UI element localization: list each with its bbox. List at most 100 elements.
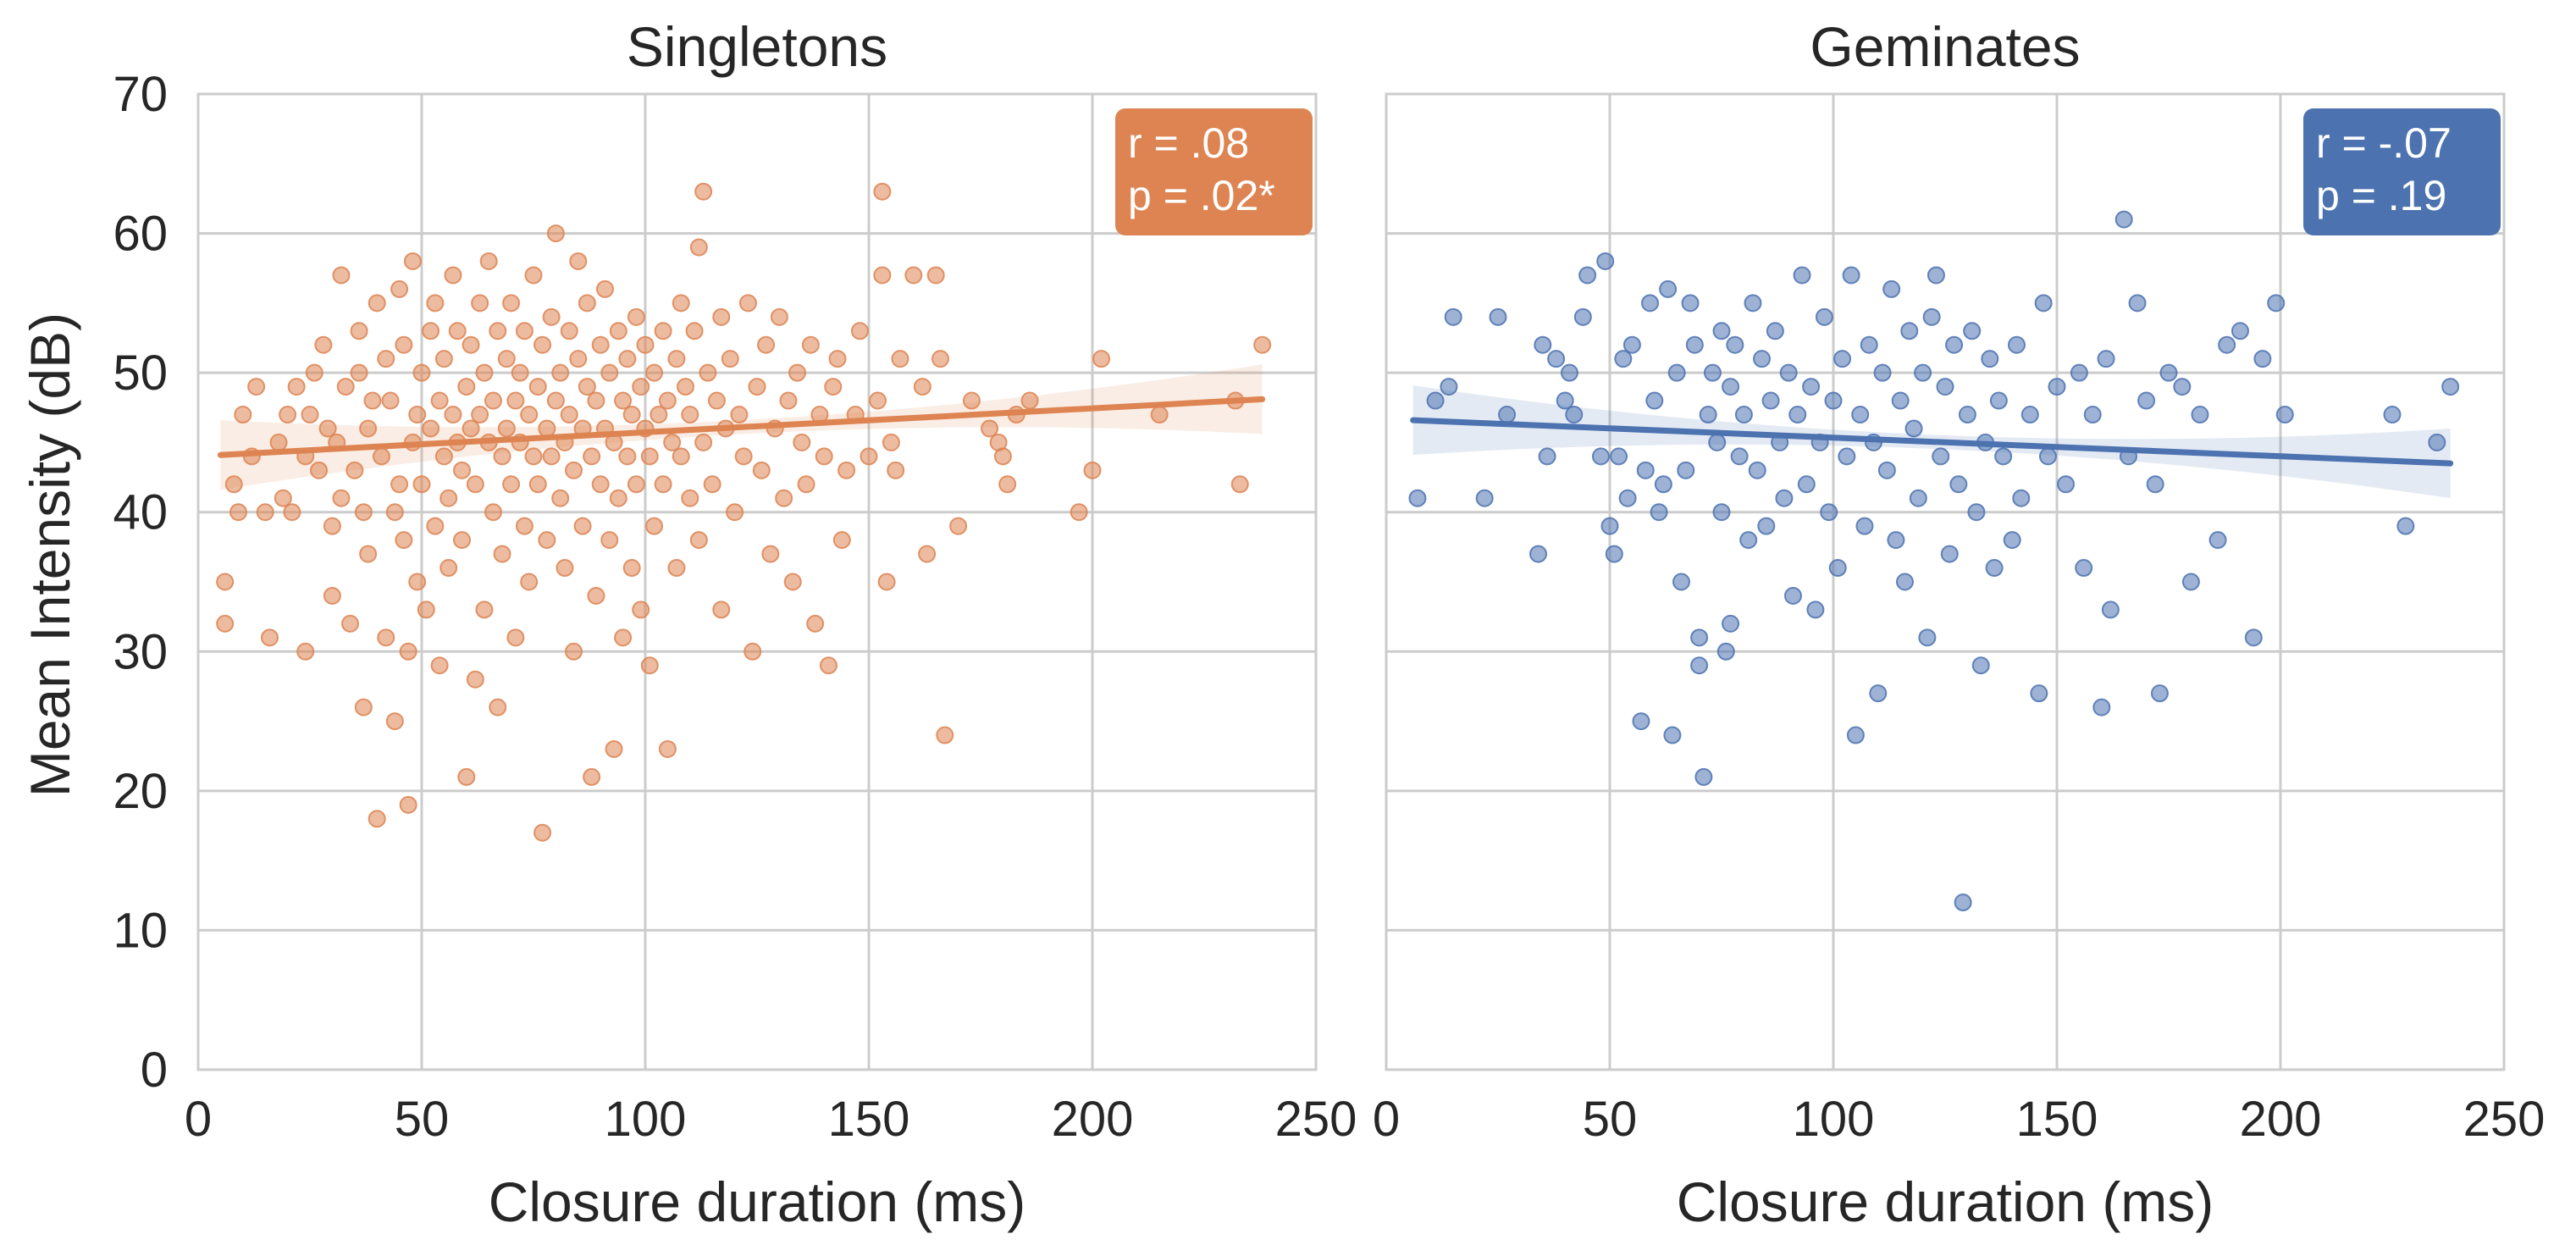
data-point — [323, 586, 341, 605]
data-point — [1766, 322, 1784, 340]
data-point — [484, 503, 502, 522]
data-point — [1708, 433, 1727, 451]
data-point — [904, 266, 923, 285]
data-point — [533, 335, 552, 354]
stat-box-singletons: r = .08 p = .02* — [1115, 108, 1313, 235]
data-point — [1802, 378, 1821, 396]
data-point — [2012, 489, 2031, 507]
data-point — [699, 363, 717, 382]
data-point — [1591, 447, 1610, 466]
data-point — [363, 391, 382, 410]
data-point — [2441, 378, 2460, 396]
data-point — [283, 503, 301, 522]
data-point — [2070, 363, 2088, 382]
data-point — [1918, 628, 1937, 647]
data-point — [341, 614, 360, 633]
data-point — [332, 266, 351, 285]
data-point — [515, 517, 533, 535]
data-point — [1672, 573, 1690, 591]
data-point — [1815, 307, 1833, 326]
ticks-singletons: 0 50 100 150 200 250 0 10 20 30 40 50 60 70 — [113, 67, 1357, 1147]
y-tick-label: 0 — [141, 1043, 168, 1098]
data-point — [712, 307, 731, 326]
data-point — [395, 335, 413, 354]
data-point — [993, 447, 1012, 466]
data-point — [430, 656, 449, 675]
data-point — [434, 447, 453, 466]
data-point — [860, 447, 878, 466]
data-point — [1694, 767, 1713, 786]
data-point — [627, 307, 645, 326]
data-point — [224, 475, 243, 494]
data-point — [618, 350, 637, 368]
data-point — [1475, 489, 1494, 507]
panel-singletons: Singletons 0 50 100 150 200 250 0 10 20 30 40 50 60 7… — [113, 15, 1357, 1233]
data-point — [502, 475, 521, 494]
data-point — [2075, 559, 2093, 578]
data-point — [850, 322, 869, 340]
data-point — [2244, 628, 2263, 647]
data-point — [877, 573, 896, 591]
data-point — [949, 517, 968, 535]
data-point — [556, 559, 574, 578]
data-point — [707, 391, 726, 410]
data-point — [234, 406, 252, 424]
data-point — [453, 531, 472, 550]
x-axis-label-geminates: Closure duration (ms) — [1677, 1170, 2214, 1233]
data-point — [591, 335, 610, 354]
data-point — [681, 489, 699, 507]
data-point — [1846, 726, 1865, 744]
x-tick-label: 50 — [395, 1092, 450, 1147]
x-tick-label: 0 — [1373, 1092, 1400, 1147]
data-point — [417, 600, 435, 619]
data-point — [837, 461, 856, 479]
data-point — [1730, 447, 1749, 466]
x-axis-label-singletons: Closure duration (ms) — [489, 1170, 1026, 1233]
data-point — [403, 252, 422, 270]
data-point — [578, 294, 596, 313]
data-point — [779, 391, 798, 410]
data-point — [569, 350, 588, 368]
data-point — [788, 363, 807, 382]
grid-geminates — [1385, 92, 2506, 1071]
data-point — [614, 391, 633, 410]
data-point — [2114, 210, 2133, 229]
data-point — [462, 335, 480, 354]
data-point — [1685, 335, 1704, 354]
data-point — [1726, 335, 1744, 354]
data-point — [511, 363, 529, 382]
data-point — [1739, 531, 1758, 550]
data-point — [573, 517, 592, 535]
x-tick-label: 50 — [1583, 1092, 1638, 1147]
data-point — [1645, 391, 1664, 410]
data-point — [1650, 503, 1668, 522]
data-point — [744, 642, 762, 661]
data-point — [1020, 391, 1039, 410]
data-point — [489, 698, 507, 717]
data-point — [247, 378, 266, 396]
data-point — [1444, 307, 1462, 326]
data-point — [1824, 391, 1843, 410]
data-point — [1677, 461, 1695, 479]
data-point — [354, 698, 373, 717]
data-point — [1775, 489, 1794, 507]
data-point — [819, 656, 837, 675]
regression-line — [1410, 417, 2454, 467]
data-point — [887, 461, 905, 479]
y-tick-label: 50 — [113, 346, 168, 401]
data-point — [506, 628, 525, 647]
data-point — [614, 628, 633, 647]
data-point — [2146, 475, 2164, 494]
data-point — [359, 545, 378, 563]
data-point — [658, 739, 677, 758]
data-point — [1887, 531, 1905, 550]
data-point — [672, 447, 690, 466]
data-point — [1083, 461, 1102, 479]
data-point — [1489, 307, 1507, 326]
data-point — [395, 531, 413, 550]
data-point — [350, 322, 368, 340]
data-point — [622, 406, 641, 424]
stat-r-singletons: r = .08 — [1128, 119, 1249, 167]
data-point — [583, 447, 601, 466]
